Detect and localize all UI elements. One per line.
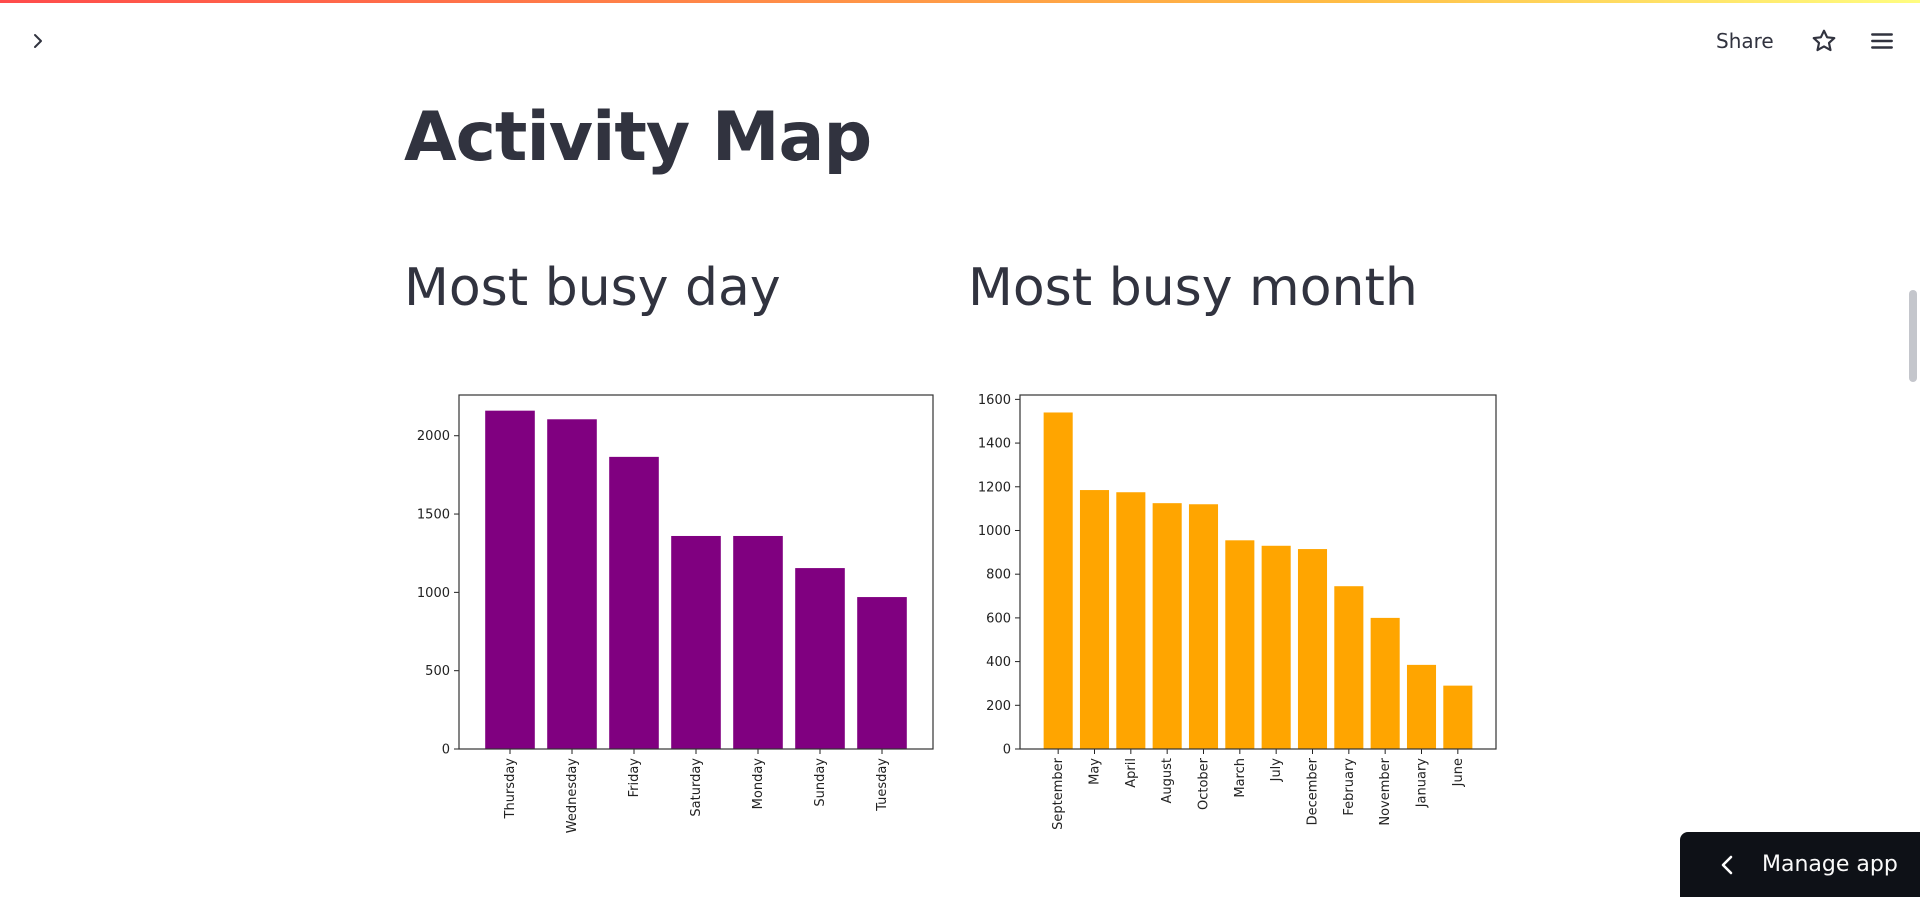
- month-chart-bar: [1370, 617, 1400, 749]
- day-chart-y-tick-label: 1000: [417, 586, 450, 601]
- month-chart-bar: [1043, 412, 1073, 749]
- day-chart-x-tick-label: Tuesday: [875, 758, 890, 812]
- manage-app-label: Manage app: [1762, 852, 1898, 877]
- chevron-right-icon: [34, 34, 42, 48]
- month-chart-x-tick-label: December: [1306, 757, 1321, 825]
- month-chart-bar: [1079, 490, 1110, 749]
- day-chart-x-tick-label: Saturday: [689, 758, 704, 817]
- star-icon: [1812, 29, 1836, 52]
- month-chart-bar: [1406, 664, 1437, 749]
- top-decoration-bar: [0, 0, 1920, 3]
- month-chart-x-tick-label: August: [1160, 758, 1175, 804]
- month-chart-y-tick-label: 400: [986, 655, 1011, 670]
- sidebar-toggle-button[interactable]: [22, 25, 54, 57]
- day-chart-bar: [671, 535, 721, 749]
- day-chart-bar: [485, 410, 535, 749]
- busy-month-chart-svg: September May April August October March July D…: [978, 393, 1497, 830]
- day-chart-y-tick-label: 1500: [417, 508, 450, 523]
- month-chart-y-tick-label: 800: [986, 568, 1011, 583]
- day-chart-bar: [547, 419, 597, 749]
- day-chart-bar: [857, 597, 907, 749]
- day-chart-bar: [733, 535, 783, 749]
- month-chart-x-tick-label: March: [1233, 758, 1248, 798]
- day-chart-x-tick-label: Monday: [751, 758, 766, 810]
- app-header: Share: [0, 3, 1920, 73]
- month-chart-bar: [1225, 540, 1255, 749]
- day-chart-y-tick-label: 0: [442, 743, 450, 758]
- month-chart-x-tick-label: September: [1051, 757, 1066, 830]
- day-chart-y-tick-label: 2000: [417, 429, 450, 444]
- month-chart-bar: [1261, 545, 1291, 749]
- month-chart-bar: [1188, 504, 1219, 749]
- day-chart-x-tick-label: Sunday: [813, 758, 828, 807]
- day-chart-axes-frame: [458, 394, 934, 750]
- month-chart-x-tick-label: June: [1451, 758, 1466, 787]
- month-chart-bar: [1152, 503, 1182, 749]
- month-chart-y-tick-label: 0: [1003, 743, 1011, 758]
- busy-month-chart: September May April August October March July D…: [968, 380, 1508, 860]
- day-chart-x-tick-label: Thursday: [503, 758, 518, 820]
- busy-day-heading: Most busy day: [404, 258, 781, 318]
- month-chart-y-tick-label: 1400: [978, 437, 1011, 452]
- month-chart-y-tick-label: 1200: [978, 480, 1011, 495]
- day-chart-bar: [609, 456, 659, 749]
- page-title: Activity Map: [404, 98, 872, 177]
- month-chart-y-tick-label: 200: [986, 699, 1011, 714]
- month-chart-bar: [1443, 685, 1473, 749]
- month-chart-y-tick-label: 1000: [978, 524, 1011, 539]
- main-menu-button[interactable]: [1864, 23, 1900, 59]
- day-chart-y-tick-label: 500: [425, 664, 450, 679]
- share-button[interactable]: Share: [1716, 29, 1774, 53]
- month-chart-x-tick-label: October: [1197, 757, 1212, 810]
- month-chart-x-tick-label: January: [1415, 758, 1430, 809]
- month-chart-x-tick-label: May: [1088, 758, 1103, 785]
- day-chart-x-tick-label: Wednesday: [565, 758, 580, 834]
- day-chart-bar: [795, 568, 845, 749]
- month-chart-y-tick-label: 1600: [978, 393, 1011, 408]
- month-chart-x-tick-label: July: [1269, 758, 1284, 783]
- month-chart-bar: [1297, 549, 1328, 749]
- busy-day-chart-svg: Thursday Wednesday Friday Saturday Monday Sun…: [417, 394, 934, 834]
- month-chart-x-tick-label: February: [1342, 758, 1357, 816]
- favorite-button[interactable]: [1806, 23, 1842, 59]
- busy-month-heading: Most busy month: [968, 258, 1418, 318]
- busy-day-chart: Thursday Wednesday Friday Saturday Monday Sun…: [404, 380, 944, 860]
- scrollbar-thumb[interactable]: [1909, 290, 1917, 382]
- month-chart-axes-frame: [1019, 394, 1497, 750]
- month-chart-x-tick-label: November: [1378, 757, 1393, 825]
- hamburger-menu-icon: [1871, 33, 1893, 49]
- month-chart-bar: [1116, 492, 1146, 749]
- month-chart-bar: [1334, 586, 1364, 749]
- manage-app-button[interactable]: Manage app: [1680, 832, 1920, 897]
- chevron-left-icon: [1721, 855, 1733, 874]
- month-chart-y-tick-label: 600: [986, 611, 1011, 626]
- day-chart-x-tick-label: Friday: [627, 758, 642, 798]
- month-chart-x-tick-label: April: [1124, 758, 1139, 788]
